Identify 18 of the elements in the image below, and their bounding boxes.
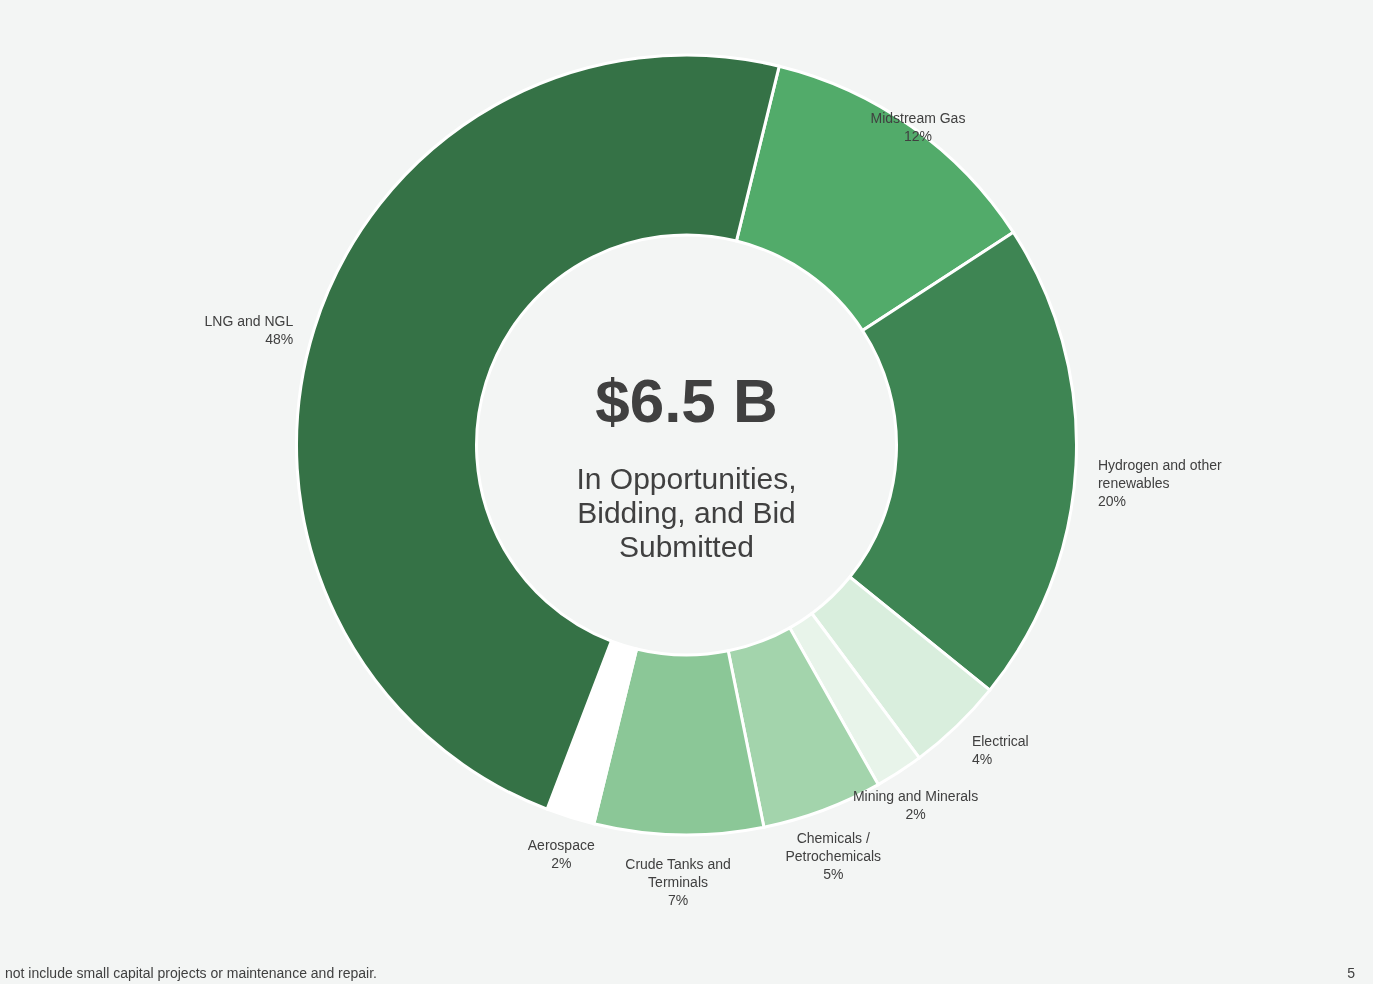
slice-label: Crude Tanks and Terminals: [625, 855, 731, 890]
text: In Opportunities, Bidding, and Bid Submitted: [576, 462, 797, 563]
slice-label: Hydrogen and other renewables: [1097, 457, 1223, 492]
data-label: 2%: [551, 854, 572, 871]
data-label: 2%: [905, 806, 926, 823]
slice-label: Electrical: [971, 733, 1029, 750]
data-label: 7%: [667, 891, 689, 908]
slice-label: Chemicals / Petrochemicals: [785, 829, 882, 864]
slice-label: Mining and Minerals: [852, 788, 979, 805]
data-label: 20%: [1097, 493, 1126, 510]
data-label: 5%: [823, 865, 844, 882]
data-label: 4%: [971, 751, 993, 768]
text: not include small capital projects or maintenance and repair.: [5, 965, 377, 981]
data-label: 48%: [265, 331, 294, 348]
slice-label: Aerospace: [527, 836, 595, 853]
text: 5: [1347, 965, 1356, 981]
text: $6.5 B: [595, 366, 778, 435]
slice-label: LNG and NGL: [204, 313, 294, 330]
